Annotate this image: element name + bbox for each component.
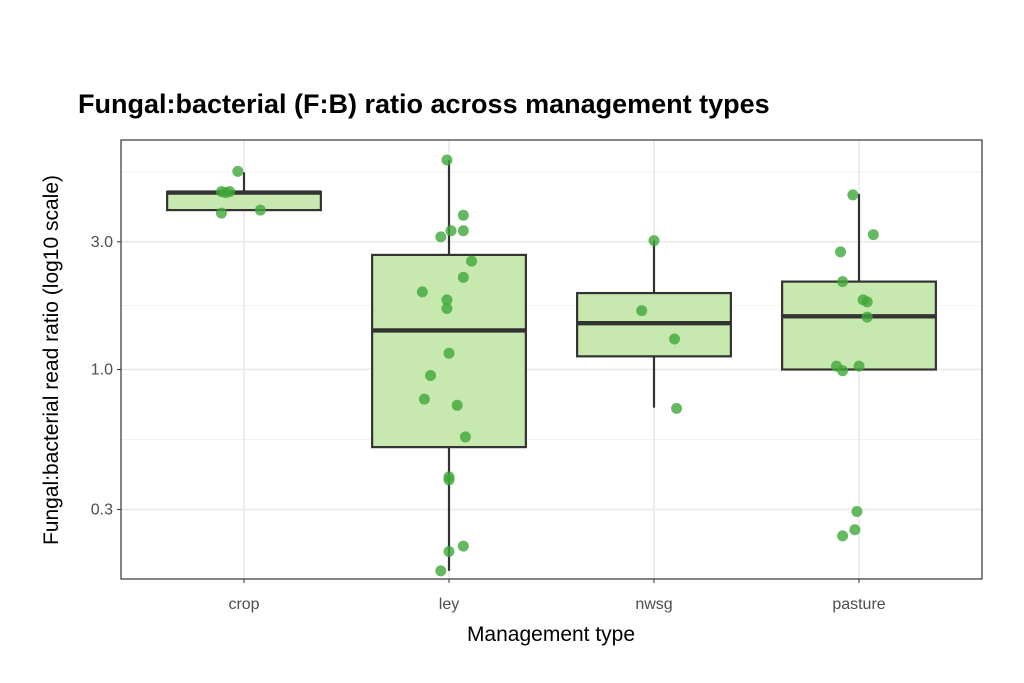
data-point-pasture — [837, 276, 849, 288]
x-tick-label: ley — [439, 596, 459, 613]
data-point-ley — [416, 286, 428, 298]
data-point-ley — [441, 154, 453, 166]
data-point-pasture — [837, 530, 849, 542]
x-axis-label: Management type — [467, 623, 635, 646]
data-point-ley — [425, 369, 437, 381]
data-point-ley — [451, 399, 463, 411]
data-point-nwsg — [636, 305, 648, 317]
data-point-nwsg — [671, 402, 683, 414]
data-point-pasture — [853, 360, 865, 372]
data-point-pasture — [847, 189, 859, 201]
data-point-crop — [224, 186, 236, 198]
data-point-ley — [466, 255, 478, 267]
data-point-ley — [441, 294, 453, 306]
data-point-ley — [443, 347, 455, 359]
data-point-pasture — [837, 365, 849, 377]
x-tick-label: pasture — [832, 596, 885, 613]
data-point-ley — [459, 431, 471, 443]
data-point-crop — [254, 204, 266, 216]
x-tick-label: nwsg — [635, 596, 672, 613]
data-point-pasture — [835, 246, 847, 258]
y-tick-label: 3.0 — [91, 234, 113, 251]
data-point-ley — [418, 393, 430, 405]
data-point-ley — [443, 546, 455, 558]
data-point-pasture — [861, 296, 873, 308]
data-point-pasture — [867, 229, 879, 241]
box-pasture — [781, 280, 937, 371]
x-tick-label: crop — [228, 596, 259, 613]
data-point-ley — [457, 271, 469, 283]
data-point-pasture — [861, 311, 873, 323]
plot-panel-border — [120, 139, 983, 580]
data-point-nwsg — [648, 235, 660, 247]
y-axis-label: Fungal:bacterial read ratio (log10 scale… — [40, 175, 63, 545]
data-point-ley — [445, 225, 457, 237]
y-tick-label: 0.3 — [91, 501, 113, 518]
chart-title: Fungal:bacterial (F:B) ratio across mana… — [78, 89, 770, 119]
data-point-ley — [443, 474, 455, 486]
data-point-crop — [215, 207, 227, 219]
data-point-ley — [457, 209, 469, 221]
data-point-pasture — [849, 524, 861, 536]
data-point-pasture — [851, 505, 863, 517]
data-point-ley — [457, 225, 469, 237]
data-point-ley — [435, 231, 447, 243]
data-point-ley — [435, 565, 447, 577]
y-tick-label: 1.0 — [91, 362, 113, 379]
data-point-crop — [232, 165, 244, 177]
data-point-nwsg — [669, 333, 680, 345]
data-point-ley — [441, 303, 453, 315]
data-point-ley — [457, 540, 469, 552]
